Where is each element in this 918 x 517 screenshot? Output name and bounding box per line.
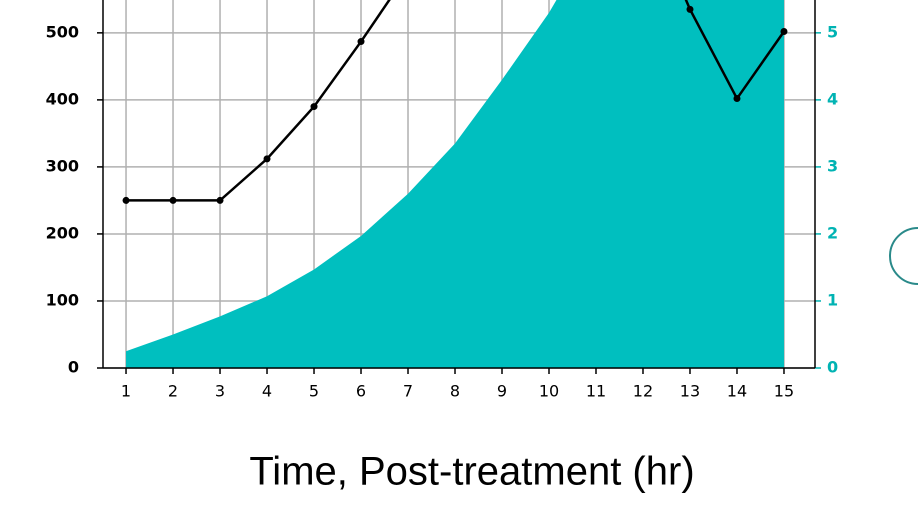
y-tick-label: 500 <box>46 22 79 41</box>
x-tick-label: 14 <box>727 382 747 401</box>
point <box>310 103 318 111</box>
x-tick-label: 1 <box>121 382 131 401</box>
y-tick-label: 400 <box>46 89 79 108</box>
point <box>686 5 694 13</box>
x-tick-label: 11 <box>586 382 606 401</box>
x-tick-label: 7 <box>403 382 413 401</box>
x-tick-label: 12 <box>633 382 653 401</box>
x-tick-label: 10 <box>539 382 559 401</box>
y2-tick-label: 0 <box>827 358 838 377</box>
x-tick-label: 2 <box>168 382 178 401</box>
y2-tick-label: 3 <box>827 156 838 175</box>
point <box>216 196 224 204</box>
point <box>263 155 271 163</box>
y-tick-label: 0 <box>68 358 79 377</box>
area <box>126 0 784 368</box>
point <box>780 28 788 36</box>
x-tick-label: 3 <box>215 382 225 401</box>
y2-tick-label: 2 <box>827 223 838 242</box>
line <box>126 0 786 202</box>
axes: 1 2 3 4 5 6 7 8 9 10 11 12 13 14 150100200300400500012… <box>46 0 838 401</box>
y-tick-label: 300 <box>46 156 79 175</box>
point <box>169 196 177 204</box>
x-tick-label: 4 <box>262 382 272 401</box>
y2-tick-label: 5 <box>827 22 838 41</box>
y2-tick-label: 1 <box>827 290 838 309</box>
point <box>357 38 365 46</box>
cropped-legend-marker <box>889 227 918 285</box>
y-tick-label: 200 <box>46 223 79 242</box>
x-tick-label: 9 <box>497 382 507 401</box>
point <box>733 95 741 103</box>
y-tick-label: 100 <box>46 290 79 309</box>
x-tick-label: 15 <box>774 382 794 401</box>
x-tick-label: 13 <box>680 382 700 401</box>
y2-tick-label: 4 <box>827 89 838 108</box>
x-tick-label: 5 <box>309 382 319 401</box>
x-axis-label: Time, Post-treatment (hr) <box>249 450 694 494</box>
point <box>122 196 130 204</box>
plot-area <box>122 0 788 368</box>
x-tick-label: 6 <box>356 382 366 401</box>
x-tick-label: 8 <box>450 382 460 401</box>
